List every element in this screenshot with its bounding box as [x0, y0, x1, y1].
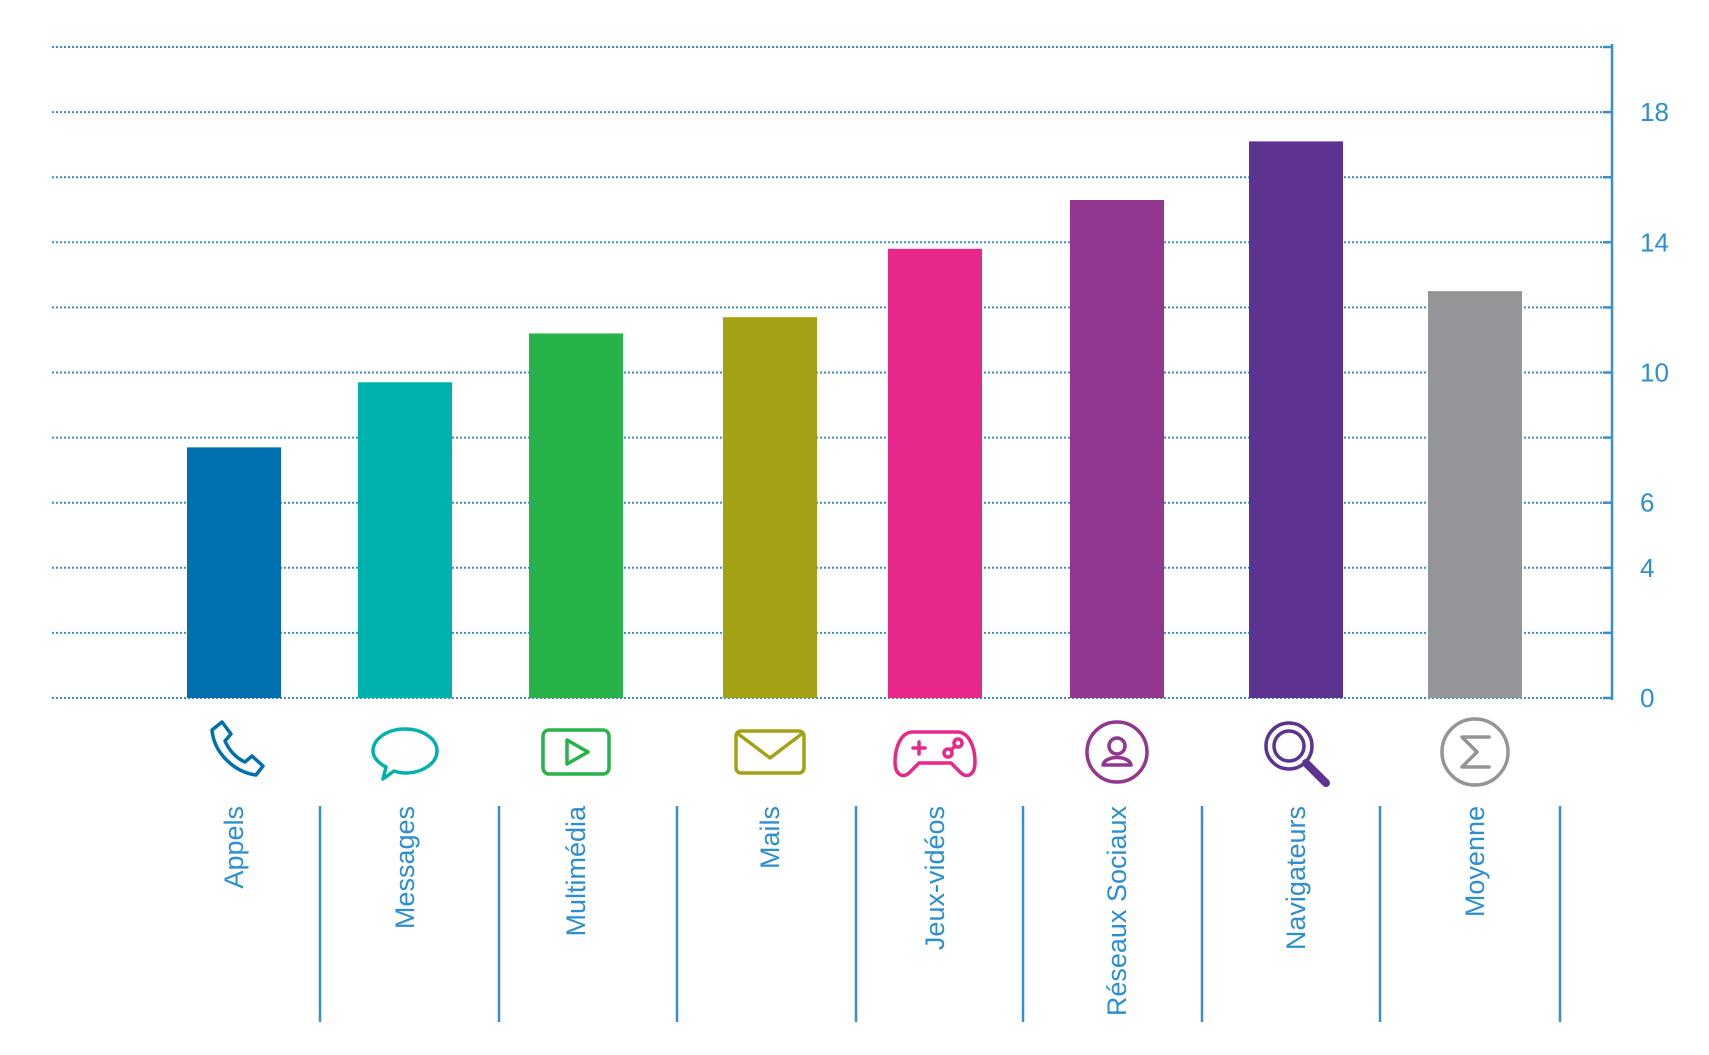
bar: [723, 317, 817, 698]
grid-lines: [52, 46, 1608, 699]
category-labels: Appels Messages Multimédia Mails Jeux-vidéos…: [219, 805, 1490, 1016]
y-tick-label: 10: [1640, 358, 1669, 388]
y-tick-label: 14: [1640, 227, 1669, 257]
play-icon: [541, 728, 611, 776]
speech-bubble-icon: [371, 727, 439, 781]
category-label: Appels: [219, 806, 249, 889]
bar: [1249, 141, 1343, 698]
category-label: Multimédia: [561, 805, 591, 937]
category-label: Réseaux Sociaux: [1102, 806, 1132, 1017]
bar: [888, 248, 982, 698]
category-label: Navigateurs: [1281, 806, 1311, 950]
y-tick-label: 18: [1640, 97, 1669, 127]
bar: [358, 382, 452, 698]
category-label: Mails: [755, 806, 785, 869]
y-tick-label: 6: [1640, 488, 1654, 518]
sigma-icon: [1440, 717, 1510, 787]
y-tick-label: 0: [1640, 683, 1654, 713]
category-label: Moyenne: [1460, 806, 1490, 917]
magnifier-icon: [1264, 721, 1330, 787]
category-separators: [318, 806, 1562, 1022]
bar: [187, 447, 281, 698]
gamepad-icon: [893, 730, 977, 778]
user-circle-icon: [1085, 720, 1149, 784]
phone-icon: [210, 720, 265, 777]
y-axis: 0 4 6 10 14 18: [1603, 44, 1669, 713]
bars: [187, 141, 1522, 699]
category-label: Messages: [390, 806, 420, 929]
bar: [529, 333, 623, 698]
category-icons: [210, 717, 1510, 787]
bar: [1070, 199, 1164, 699]
category-label: Jeux-vidéos: [920, 806, 950, 950]
bar: [1428, 291, 1522, 698]
envelope-icon: [734, 729, 806, 775]
y-tick-label: 4: [1640, 553, 1654, 583]
